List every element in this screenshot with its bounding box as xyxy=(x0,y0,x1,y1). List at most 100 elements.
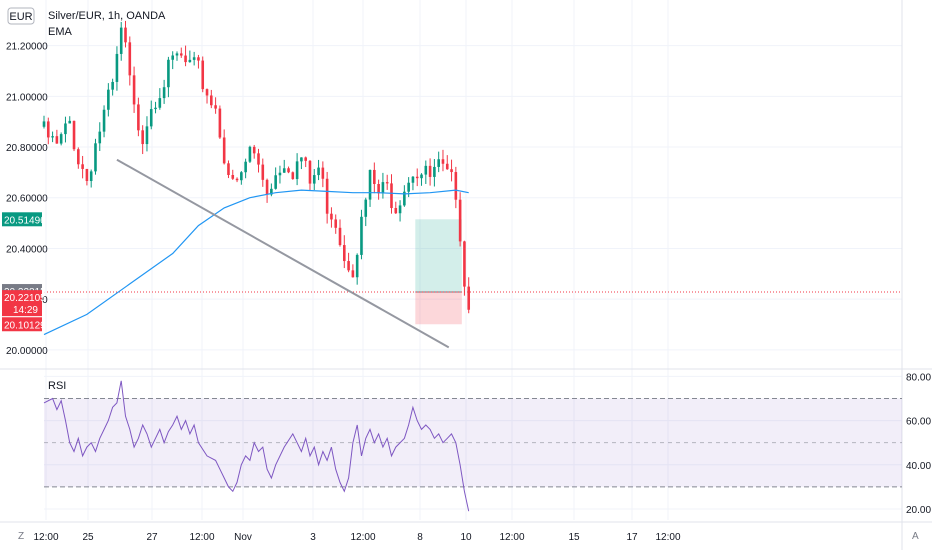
candle-body xyxy=(137,104,140,131)
candle-body xyxy=(64,123,67,135)
candle-body xyxy=(188,59,192,63)
trendline-path xyxy=(116,158,450,349)
candle-body xyxy=(338,227,342,246)
rsi-tick-label: 60.00 xyxy=(906,417,931,428)
time-tick-label: 12:00 xyxy=(189,532,214,543)
candle-body xyxy=(68,120,72,124)
candle-body xyxy=(390,183,393,209)
candle-body xyxy=(295,161,299,180)
price-tick-label: 20.60000 xyxy=(6,194,48,205)
candle-body xyxy=(145,126,149,145)
candle-body xyxy=(463,241,466,287)
candle-body xyxy=(308,160,312,184)
candle-body xyxy=(355,254,359,278)
candle-body xyxy=(205,89,209,96)
candle-body xyxy=(85,168,89,181)
candle-body xyxy=(317,167,320,176)
candle-body xyxy=(282,168,286,173)
candle-body xyxy=(227,163,230,175)
long-position-tool[interactable] xyxy=(44,219,902,325)
candle-body xyxy=(304,157,307,161)
candle-body xyxy=(248,146,252,162)
candle-body xyxy=(377,184,380,194)
candle-body xyxy=(141,130,144,145)
time-tick-label: 25 xyxy=(82,532,94,543)
candle-body xyxy=(94,143,97,172)
candle-body xyxy=(381,182,385,194)
candle-body xyxy=(334,219,338,228)
candle-body xyxy=(398,205,402,214)
candle-body xyxy=(274,175,277,189)
candle-body xyxy=(197,57,200,61)
currency-badge-box[interactable] xyxy=(7,7,35,25)
time-tick-label: 3 xyxy=(310,532,316,543)
candle-body xyxy=(162,87,166,99)
candle-body xyxy=(351,270,355,278)
candle-body xyxy=(270,188,273,195)
candle-body xyxy=(77,149,80,165)
candle-body xyxy=(321,167,325,179)
corner-right[interactable]: A xyxy=(912,531,919,542)
candle-body xyxy=(201,60,205,90)
candle-body xyxy=(179,53,183,56)
candle-body xyxy=(231,174,235,179)
candle-body xyxy=(411,176,415,183)
time-tick-label: 12:00 xyxy=(350,532,375,543)
price-tick-label: 20.00000 xyxy=(6,346,48,357)
candle-body xyxy=(347,261,350,271)
candle-body xyxy=(55,136,59,144)
time-tick-label: 27 xyxy=(146,532,158,543)
ema-value-tag: 20.51496 xyxy=(2,212,46,227)
candle-body xyxy=(428,165,432,177)
trendline[interactable] xyxy=(116,158,450,349)
price-tag-box xyxy=(2,290,42,317)
rsi-path xyxy=(43,380,470,512)
candle-body xyxy=(218,108,222,138)
price-tick-label: 21.20000 xyxy=(6,42,48,53)
candle-body xyxy=(171,55,174,60)
candle-body xyxy=(222,137,226,164)
candle-body xyxy=(330,213,333,220)
time-tick-label: 8 xyxy=(417,532,423,543)
candle-body xyxy=(46,121,50,138)
countdown-label: 14:29 xyxy=(13,305,38,316)
candlesticks xyxy=(42,20,471,314)
candle-body xyxy=(458,199,462,242)
candle-body xyxy=(287,168,290,173)
currency-badge[interactable]: EUR xyxy=(9,11,32,23)
candle-body xyxy=(420,174,423,179)
time-tick-label: 10 xyxy=(460,532,472,543)
price-tick-label: 20.80000 xyxy=(6,143,48,154)
loss-zone xyxy=(415,292,462,325)
rsi-tick-label: 20.00 xyxy=(906,505,931,516)
candle-body xyxy=(244,161,247,173)
candle-body xyxy=(343,245,346,262)
candle-body xyxy=(312,175,316,184)
candle-body xyxy=(407,182,410,192)
candle-body xyxy=(433,166,436,177)
price-tag-box xyxy=(2,212,42,227)
candle-body xyxy=(403,191,406,206)
candle-body xyxy=(102,109,106,132)
candle-body xyxy=(235,178,239,181)
candle-body xyxy=(107,89,110,110)
candle-body xyxy=(98,131,102,144)
candle-body xyxy=(445,163,449,170)
stop-price-tag: 20.10129 xyxy=(2,317,46,332)
price-tick-label: 21.00000 xyxy=(6,92,48,103)
candle-body xyxy=(467,286,471,310)
rsi-label: RSI xyxy=(48,380,66,392)
candle-body xyxy=(252,146,256,154)
candle-body xyxy=(42,121,46,127)
candle-body xyxy=(175,53,179,56)
candle-body xyxy=(89,171,93,181)
candle-body xyxy=(385,182,389,184)
corner-left[interactable]: Z xyxy=(18,531,24,542)
candle-body xyxy=(214,105,217,109)
candle-body xyxy=(240,172,243,181)
candle-body xyxy=(167,59,170,88)
candle-body xyxy=(415,176,419,179)
candle-body xyxy=(360,216,363,255)
